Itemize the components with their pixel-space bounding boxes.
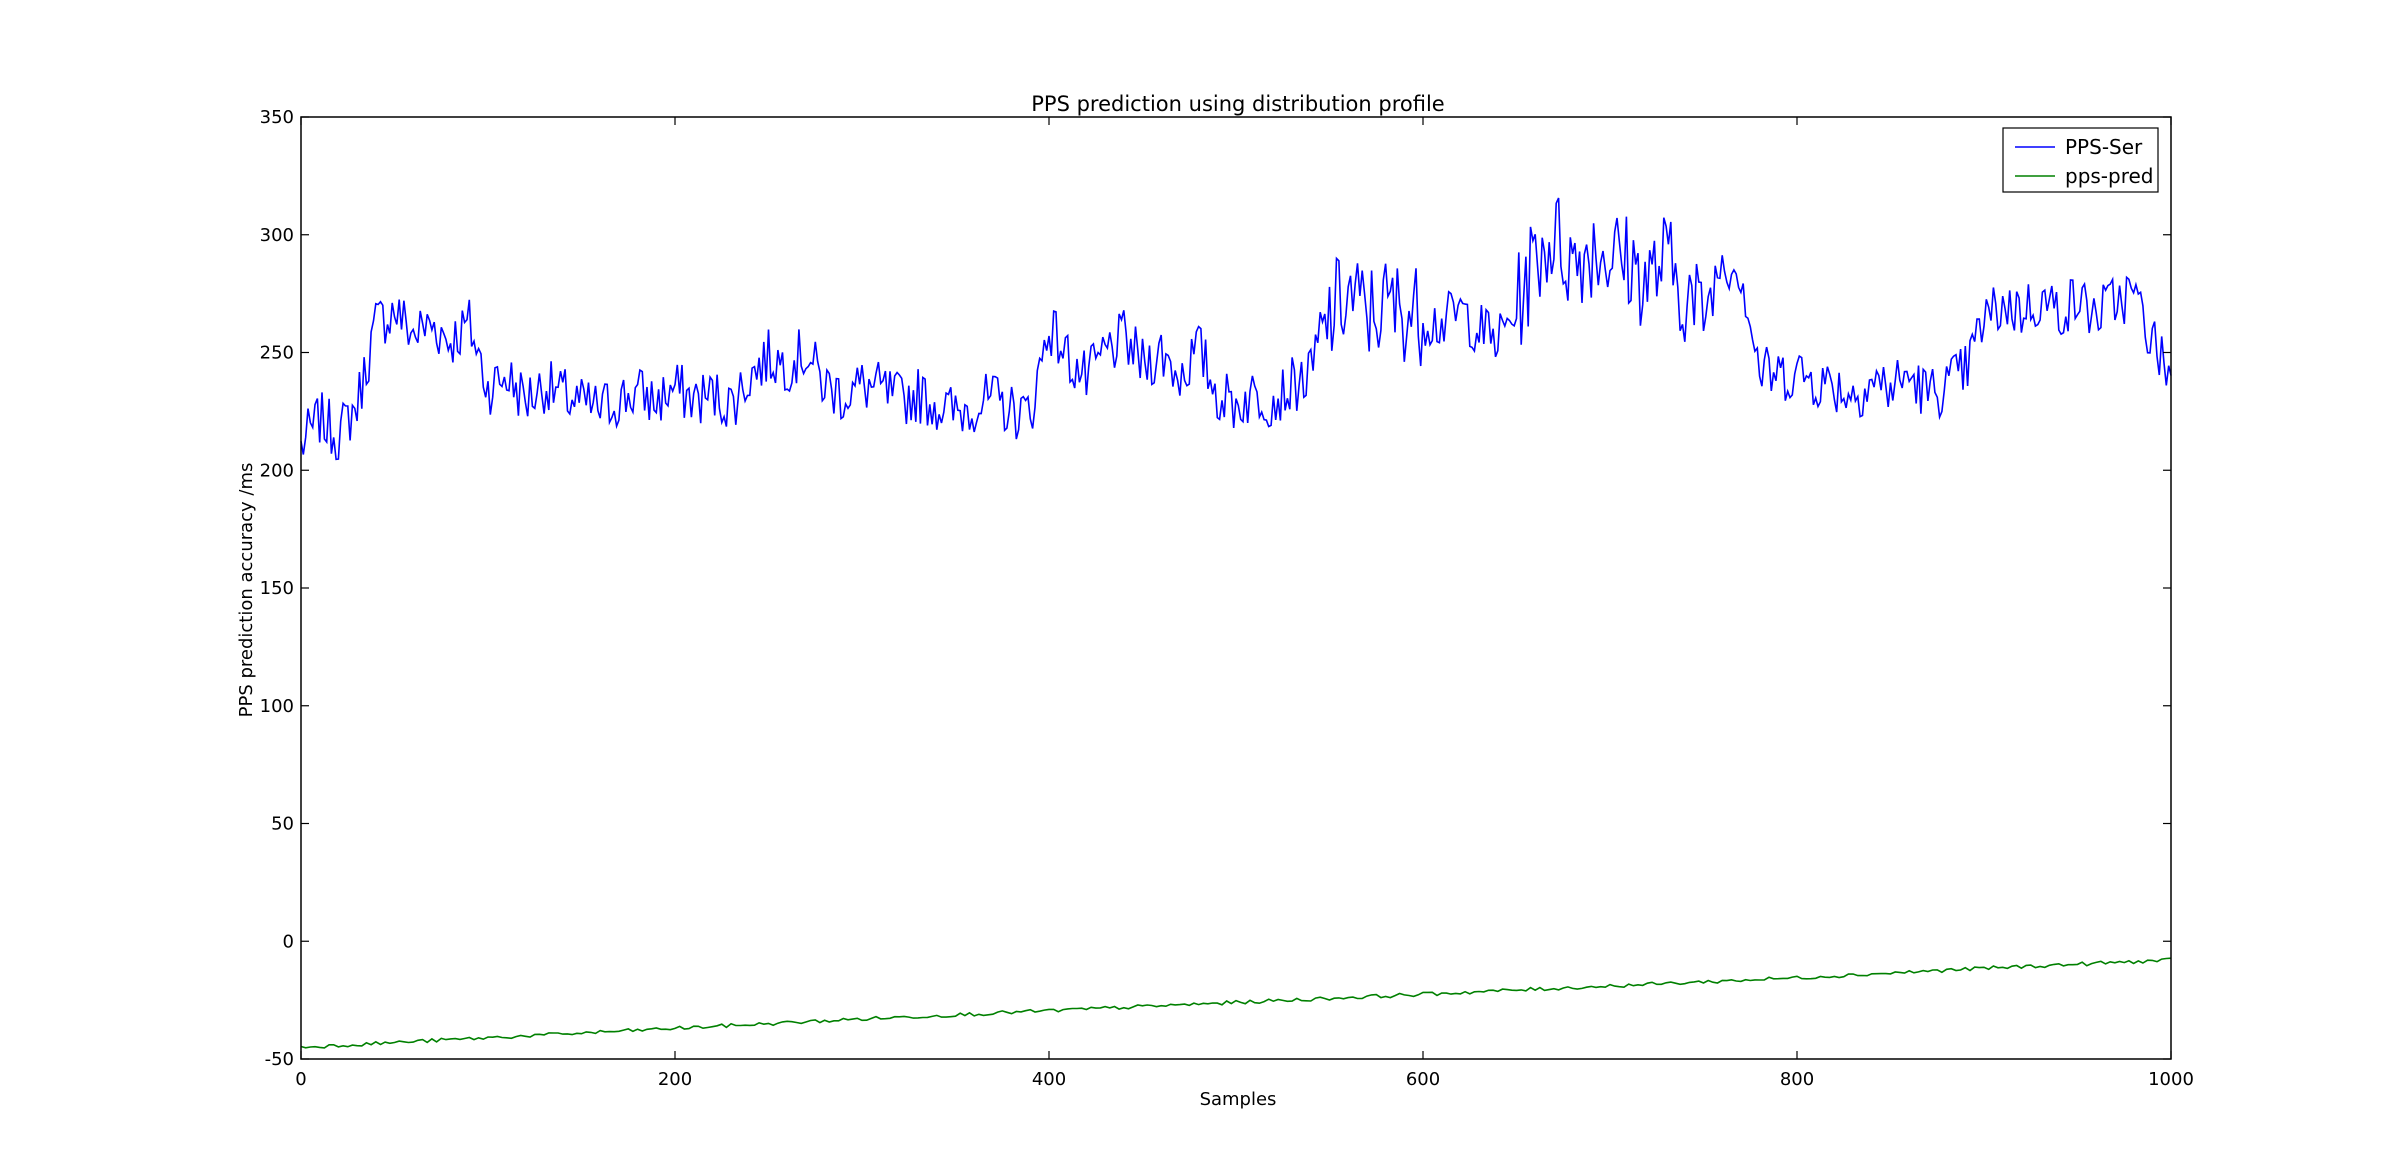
y-tick-label: 200 [260,460,294,481]
y-tick-label: -50 [265,1049,294,1070]
plot-area: 0 200 400 600 800 1000-5005010015020025030035… [260,107,2194,1090]
y-tick-label: 100 [260,696,294,717]
y-tick-label: 0 [283,931,294,952]
x-tick-label: 1000 [2148,1069,2194,1090]
y-tick-label: 350 [260,107,294,128]
x-tick-label: 0 [295,1069,306,1090]
x-tick-label: 200 [658,1069,692,1090]
x-tick-label: 400 [1032,1069,1066,1090]
chart-title: PPS prediction using distribution profil… [1031,92,1444,116]
y-tick-label: 50 [271,814,294,835]
y-tick-label: 250 [260,343,294,364]
x-tick-label: 800 [1780,1069,1814,1090]
y-axis-title: PPS prediction accuracy /ms [236,463,257,718]
axes-frame [300,116,2172,1060]
series-line-pps-ser [300,197,2172,461]
y-tick-label: 150 [260,578,294,599]
y-tick-label: 300 [260,225,294,246]
x-tick-label: 600 [1406,1069,1440,1090]
series-line-pps-pred [300,957,2172,1049]
legend-label-pps-ser: PPS-Ser [2065,135,2143,159]
legend-box [2002,127,2159,193]
x-axis-title: Samples [1200,1089,1277,1110]
legend-label-pps-pred: pps-pred [2065,164,2154,188]
